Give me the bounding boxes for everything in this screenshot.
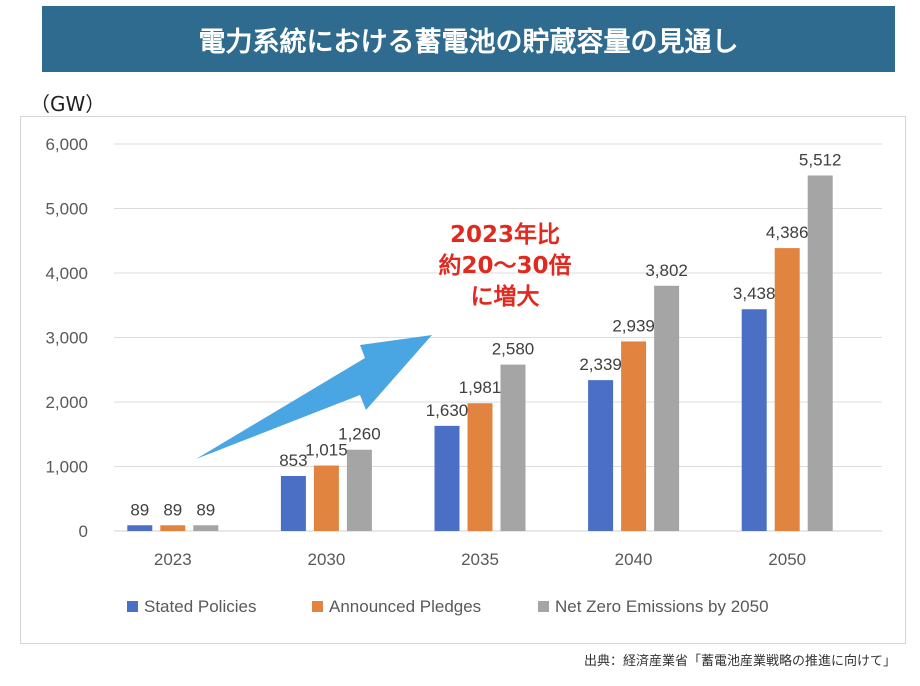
legend-swatch	[312, 601, 323, 612]
y-tick-label: 2,000	[45, 393, 88, 412]
legend-label: Net Zero Emissions by 2050	[555, 597, 769, 616]
source-note: 出典：経済産業省「蓄電池産業戦略の推進に向けて」	[583, 654, 896, 669]
bar-stated-policies-2050	[741, 309, 767, 531]
x-tick-label: 2030	[307, 550, 345, 569]
y-tick-label: 3,000	[45, 329, 88, 348]
data-label: 1,260	[338, 425, 381, 444]
data-label: 2,939	[612, 316, 655, 335]
bar-net-zero-emissions-by-2050-2035	[500, 364, 526, 531]
bar-stated-policies-2040	[588, 380, 614, 531]
x-tick-label: 2050	[768, 550, 806, 569]
legend-label: Stated Policies	[144, 597, 256, 616]
y-axis-ticks: 0 1,000 2,000 3,000 4,000 5,000 6,000	[45, 135, 88, 541]
page-title: 電力系統における蓄電池の貯蔵容量の見通し	[198, 26, 739, 58]
y-tick-label: 5,000	[45, 200, 88, 219]
gridlines	[114, 143, 882, 532]
bar-announced-pledges-2040	[621, 341, 647, 531]
bar-announced-pledges-2030	[313, 465, 339, 531]
data-label: 1,630	[426, 401, 469, 420]
y-tick-label: 6,000	[45, 135, 88, 154]
data-label: 2,339	[579, 355, 622, 374]
callout-line-3: に増大	[470, 284, 540, 310]
bar-stated-policies-2023	[127, 525, 153, 531]
x-tick-label: 2035	[461, 550, 499, 569]
y-tick-label: 0	[79, 522, 88, 541]
legend-swatch	[127, 601, 138, 612]
data-label: 5,512	[799, 150, 842, 169]
unit-label: （GW）	[30, 92, 106, 116]
x-tick-label: 2023	[154, 550, 192, 569]
y-tick-label: 4,000	[45, 264, 88, 283]
y-tick-label: 1,000	[45, 458, 88, 477]
bar-net-zero-emissions-by-2050-2030	[346, 449, 372, 531]
callout-line-1: 2023年比	[449, 222, 560, 248]
bar-net-zero-emissions-by-2050-2050	[807, 175, 833, 531]
bar-announced-pledges-2050	[774, 248, 800, 531]
data-label: 3,802	[645, 261, 688, 280]
data-label: 1,981	[459, 378, 502, 397]
legend: Stated Policies Announced Pledges Net Zero…	[127, 597, 769, 616]
growth-callout: 2023年比 約20～30倍 に増大	[420, 220, 590, 313]
data-label: 89	[130, 500, 149, 519]
data-label: 2,580	[492, 340, 535, 359]
bar-stated-policies-2035	[434, 425, 460, 531]
legend-swatch	[538, 601, 549, 612]
data-label: 3,438	[733, 284, 776, 303]
bar-net-zero-emissions-by-2050-2023	[193, 525, 219, 531]
callout-line-2: 約20～30倍	[438, 253, 572, 279]
data-label: 4,386	[766, 223, 809, 242]
data-label: 89	[196, 500, 215, 519]
data-label: 89	[163, 500, 182, 519]
x-tick-label: 2040	[615, 550, 653, 569]
title-bar: 電力系統における蓄電池の貯蔵容量の見通し	[42, 6, 895, 72]
legend-label: Announced Pledges	[329, 597, 481, 616]
data-label: 853	[279, 451, 307, 470]
bar-net-zero-emissions-by-2050-2040	[654, 285, 680, 531]
x-axis-ticks: 2023 2030 2035 2040 2050	[154, 550, 806, 569]
bar-stated-policies-2030	[280, 475, 306, 531]
growth-arrow-icon	[196, 335, 432, 459]
bars	[127, 175, 833, 531]
data-label: 1,015	[305, 441, 348, 460]
bar-announced-pledges-2035	[467, 403, 493, 531]
bar-announced-pledges-2023	[160, 525, 186, 531]
